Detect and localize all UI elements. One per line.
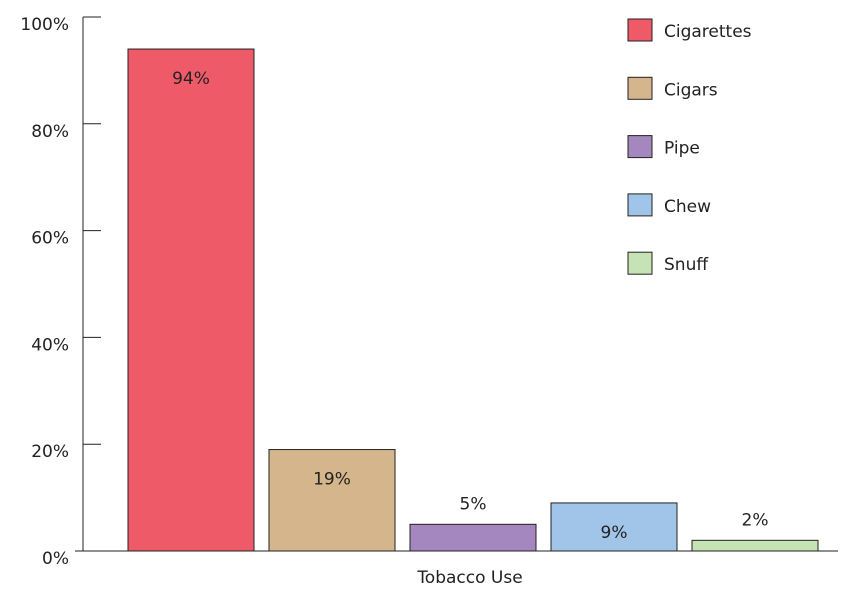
value-label: 9% [601, 523, 628, 543]
legend-swatch [627, 18, 653, 42]
legend-swatch [627, 76, 653, 100]
legend-label: Snuff [664, 255, 709, 275]
y-tick-label: 20% [31, 442, 69, 462]
x-axis-label: Tobacco Use [416, 568, 522, 588]
value-label: 19% [313, 470, 351, 490]
bar [691, 539, 819, 552]
y-tick-label: 40% [31, 335, 69, 355]
y-tick-label: 60% [31, 229, 69, 249]
bar [550, 502, 678, 552]
value-label: 5% [460, 494, 487, 514]
y-tick-label: 100% [20, 15, 69, 35]
bar [268, 449, 396, 552]
legend-swatch [627, 135, 653, 159]
value-label: 2% [742, 510, 769, 530]
y-tick-label: 80% [31, 122, 69, 142]
legend-label: Cigars [664, 80, 718, 100]
bar [409, 523, 537, 552]
legend-swatch [627, 251, 653, 275]
y-tick-label: 0% [42, 549, 69, 569]
legend-label: Cigarettes [664, 22, 752, 42]
legend-swatch [627, 193, 653, 217]
bar [127, 48, 255, 552]
legend-label: Pipe [664, 139, 700, 159]
legend-label: Chew [664, 197, 711, 217]
value-label: 94% [172, 69, 210, 89]
